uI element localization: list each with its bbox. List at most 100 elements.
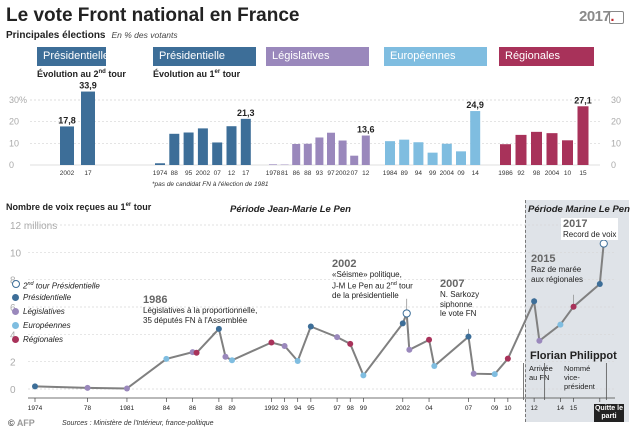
bar [361,135,370,165]
line-title-sup: er [125,202,132,208]
point-p1-1974 [32,383,38,390]
philippot-vice-president: Nommé vice-président [564,364,595,391]
bar-category-label: 92 [517,170,525,177]
bar-category-label: 17 [84,170,92,177]
point-reg-2010 [504,355,511,362]
sub-a: Évolution au 1 [153,69,215,79]
sources: Sources : Ministère de l'Intérieur, fran… [62,420,214,427]
bar [269,164,277,165]
bar [338,140,347,165]
legend-label: Présidentielle [23,293,72,302]
bar-category-label: 1986 [498,170,513,177]
footnote: *pas de candidat FN à l'élection de 1981 [152,181,269,188]
x-tick-label: 1981 [120,405,135,412]
bar [183,132,194,165]
bar-value-label: 13,6 [357,125,375,135]
bar-category-label: 2004 [440,170,455,177]
bar-category-label: 14 [472,170,480,177]
point-p1-2017 [596,281,603,288]
point-p1-2007 [465,333,472,340]
logo-mark: . [610,8,615,25]
annotation-year: 2007 [440,278,465,290]
y-tick-label-left: 10 [9,138,19,148]
bar [327,132,335,165]
annotation-sup: nd [390,280,397,287]
y-tick-label-left: 30% [9,95,27,105]
point-leg-1997 [334,334,341,341]
bar-category-label: 12 [228,170,236,177]
point-eur-1984 [163,355,170,362]
point-leg-1993 [281,342,288,349]
panel-europeennes: Européennes [384,47,487,67]
point-p2-2017 [599,239,608,248]
y-tick-label-left: 20 [9,117,19,127]
period-divider [525,200,526,422]
bar [212,142,223,165]
annotation-2007: 2007 N. Sarkozy siphonne le vote FN [440,278,479,319]
y-tick-label-right: 30 [611,95,621,105]
bar-category-label: 94 [415,170,423,177]
annotation-year: 1986 [143,294,168,306]
x-tick-label: 98 [347,405,355,412]
annotation-line: 35 députés FN à l'Assemblée [143,315,248,325]
legend-item-regionales: Régionales [12,333,132,347]
x-tick-label: 12 [531,405,539,412]
period-jean-marie-le-pen: Période Jean-Marie Le Pen [230,204,351,215]
bar [155,163,165,165]
x-tick-label: 10 [504,405,512,412]
point-eur-2014 [557,321,564,328]
bar-category-label: 1978 [266,170,281,177]
point-leg-1989 [222,353,229,360]
legend-label: Européennes [23,321,71,330]
bar [197,128,208,165]
x-tick-label: 04 [425,405,433,412]
annotation-line: tour [396,281,413,291]
bar [427,152,438,165]
line-title-a: Nombre de voix reçues au 1 [6,202,126,212]
panel-presidentielle-2nd: Présidentielle Évolution au 2nd tour [37,47,126,177]
bar [240,118,251,165]
bar-category-label: 93 [316,170,324,177]
bar-category-label: 2002 [196,170,211,177]
x-tick-label: 88 [215,405,223,412]
panel-subtitle: Évolution au 1er tour [153,69,240,79]
point-reg-1998 [347,340,354,347]
bar-category-label: 07 [351,170,359,177]
period-marine-le-pen: Période Marine Le Pen [528,204,630,215]
point-leg-1981 [123,385,130,392]
legend-dot [12,294,19,301]
annotation-line: le vote FN [440,309,477,318]
point-p1-2002 [399,320,406,327]
bar-category-label: 81 [281,170,289,177]
legend-dot [12,280,20,288]
philippot-arrival: Arrivée au FN [529,364,553,382]
point-reg-1986 [193,349,200,356]
point-eur-2004 [431,363,438,370]
point-eur-1999 [360,372,367,379]
bar-category-label: 07 [214,170,222,177]
unit-label: En % des votants [111,30,178,40]
point-p1-2012 [531,298,538,305]
y-tick-label: 0 [10,385,16,396]
bar-category-label: 98 [533,170,541,177]
point-p2-2002 [402,309,411,318]
bar [315,137,324,165]
sub-a: Évolution au 2 [37,69,99,79]
afp-text: AFP [16,418,35,428]
point-reg-2004 [426,336,433,343]
y-tick-label-right: 0 [611,160,616,170]
x-tick-label: 09 [491,405,499,412]
legend-item-legislatives: Législatives [12,305,132,319]
y-tick-label: 4 [10,330,16,341]
x-tick-label: 94 [294,405,302,412]
x-tick-label: 99 [360,405,368,412]
bar-category-label: 12 [362,170,370,177]
bar-category-label: 2002 [60,170,75,177]
logo-year: 2017 [579,8,611,25]
bar [350,155,359,165]
bar-value-label: 21,3 [237,108,255,118]
y-tick-label: 2 [10,358,16,369]
bar [413,142,424,165]
point-eur-1989 [229,357,236,364]
